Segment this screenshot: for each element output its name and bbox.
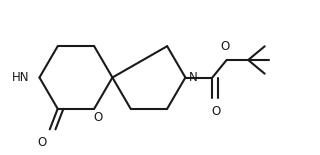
- Text: O: O: [212, 105, 221, 118]
- Text: O: O: [220, 40, 230, 53]
- Text: O: O: [37, 136, 46, 149]
- Text: HN: HN: [12, 71, 29, 84]
- Text: O: O: [93, 111, 103, 124]
- Text: N: N: [189, 71, 198, 84]
